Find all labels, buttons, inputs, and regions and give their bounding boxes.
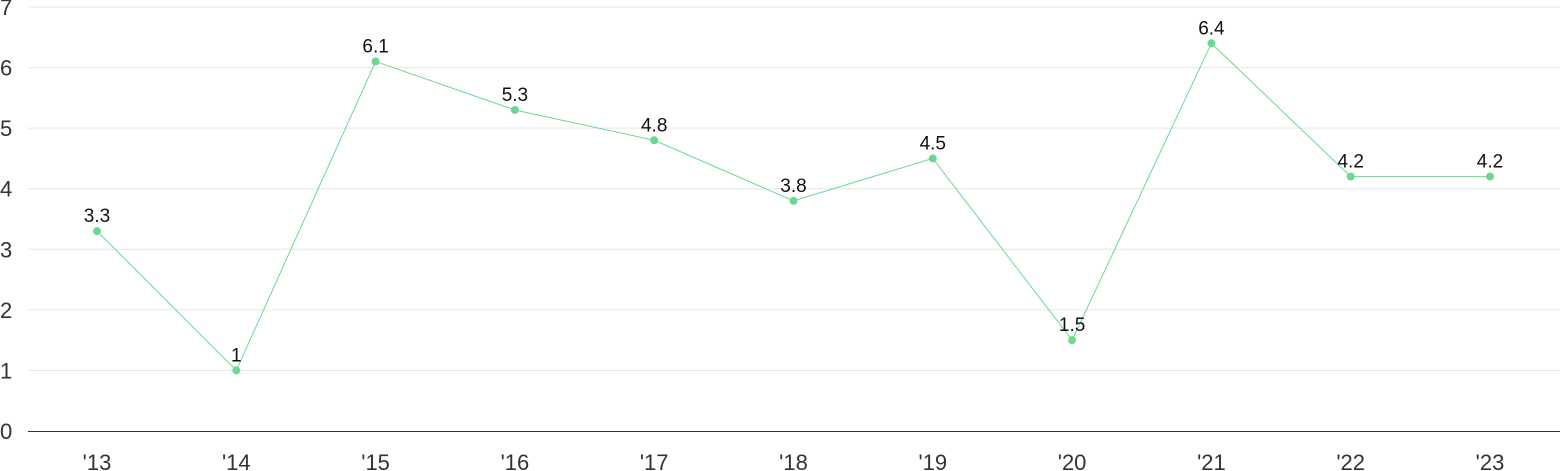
y-tick-label: 3 (0, 237, 12, 262)
data-labels: 3.3 1 6.1 5.3 4.8 3.8 4.5 1.5 6.4 4.2 4.2 (84, 18, 1503, 366)
x-tick-label: '13 (83, 450, 112, 471)
data-point (1207, 39, 1216, 48)
data-label: 6.1 (362, 37, 388, 58)
x-tick-label: '16 (501, 450, 530, 471)
x-tick-label: '19 (918, 450, 947, 471)
data-point (1068, 336, 1077, 345)
data-point (93, 227, 101, 236)
x-tick-label: '20 (1058, 450, 1087, 471)
y-tick-label: 0 (0, 419, 12, 444)
data-point (232, 366, 241, 375)
data-label: 4.8 (641, 115, 667, 136)
x-tick-label: '18 (779, 450, 808, 471)
series-line (96, 42, 1490, 372)
data-label: 3.3 (84, 206, 110, 227)
data-point (1486, 172, 1494, 181)
y-tick-label: 2 (0, 298, 12, 323)
x-tick-label: '17 (640, 450, 669, 471)
y-tick-label: 5 (0, 116, 12, 141)
x-tick-label: '23 (1476, 450, 1505, 471)
data-label: 1.5 (1059, 315, 1085, 336)
grid-lines (28, 6, 1560, 371)
y-tick-label: 4 (0, 177, 12, 202)
y-tick-label: 7 (0, 0, 12, 20)
data-label: 3.8 (780, 176, 806, 197)
data-points (93, 39, 1494, 375)
y-tick-label: 6 (0, 56, 12, 81)
data-point (928, 154, 937, 163)
data-point (650, 136, 659, 145)
x-tick-label: '22 (1336, 450, 1365, 471)
x-tick-label: '14 (222, 450, 251, 471)
y-tick-label: 1 (0, 358, 12, 383)
y-axis-ticks: 0 1 2 3 4 5 6 7 (0, 0, 12, 444)
data-point (789, 196, 798, 205)
data-point (371, 57, 380, 66)
data-label: 5.3 (502, 85, 528, 106)
data-label: 1 (231, 345, 242, 366)
data-label: 6.4 (1198, 18, 1225, 39)
x-axis-ticks: '13 '14 '15 '16 '17 '18 '19 '20 '21 '22 '23 (83, 450, 1505, 471)
x-tick-label: '21 (1197, 450, 1226, 471)
x-tick-label: '15 (361, 450, 390, 471)
data-point (510, 105, 519, 114)
data-label: 4.2 (1477, 152, 1503, 173)
data-label: 4.5 (920, 133, 946, 154)
data-label: 4.2 (1337, 152, 1363, 173)
data-point (1346, 172, 1355, 181)
